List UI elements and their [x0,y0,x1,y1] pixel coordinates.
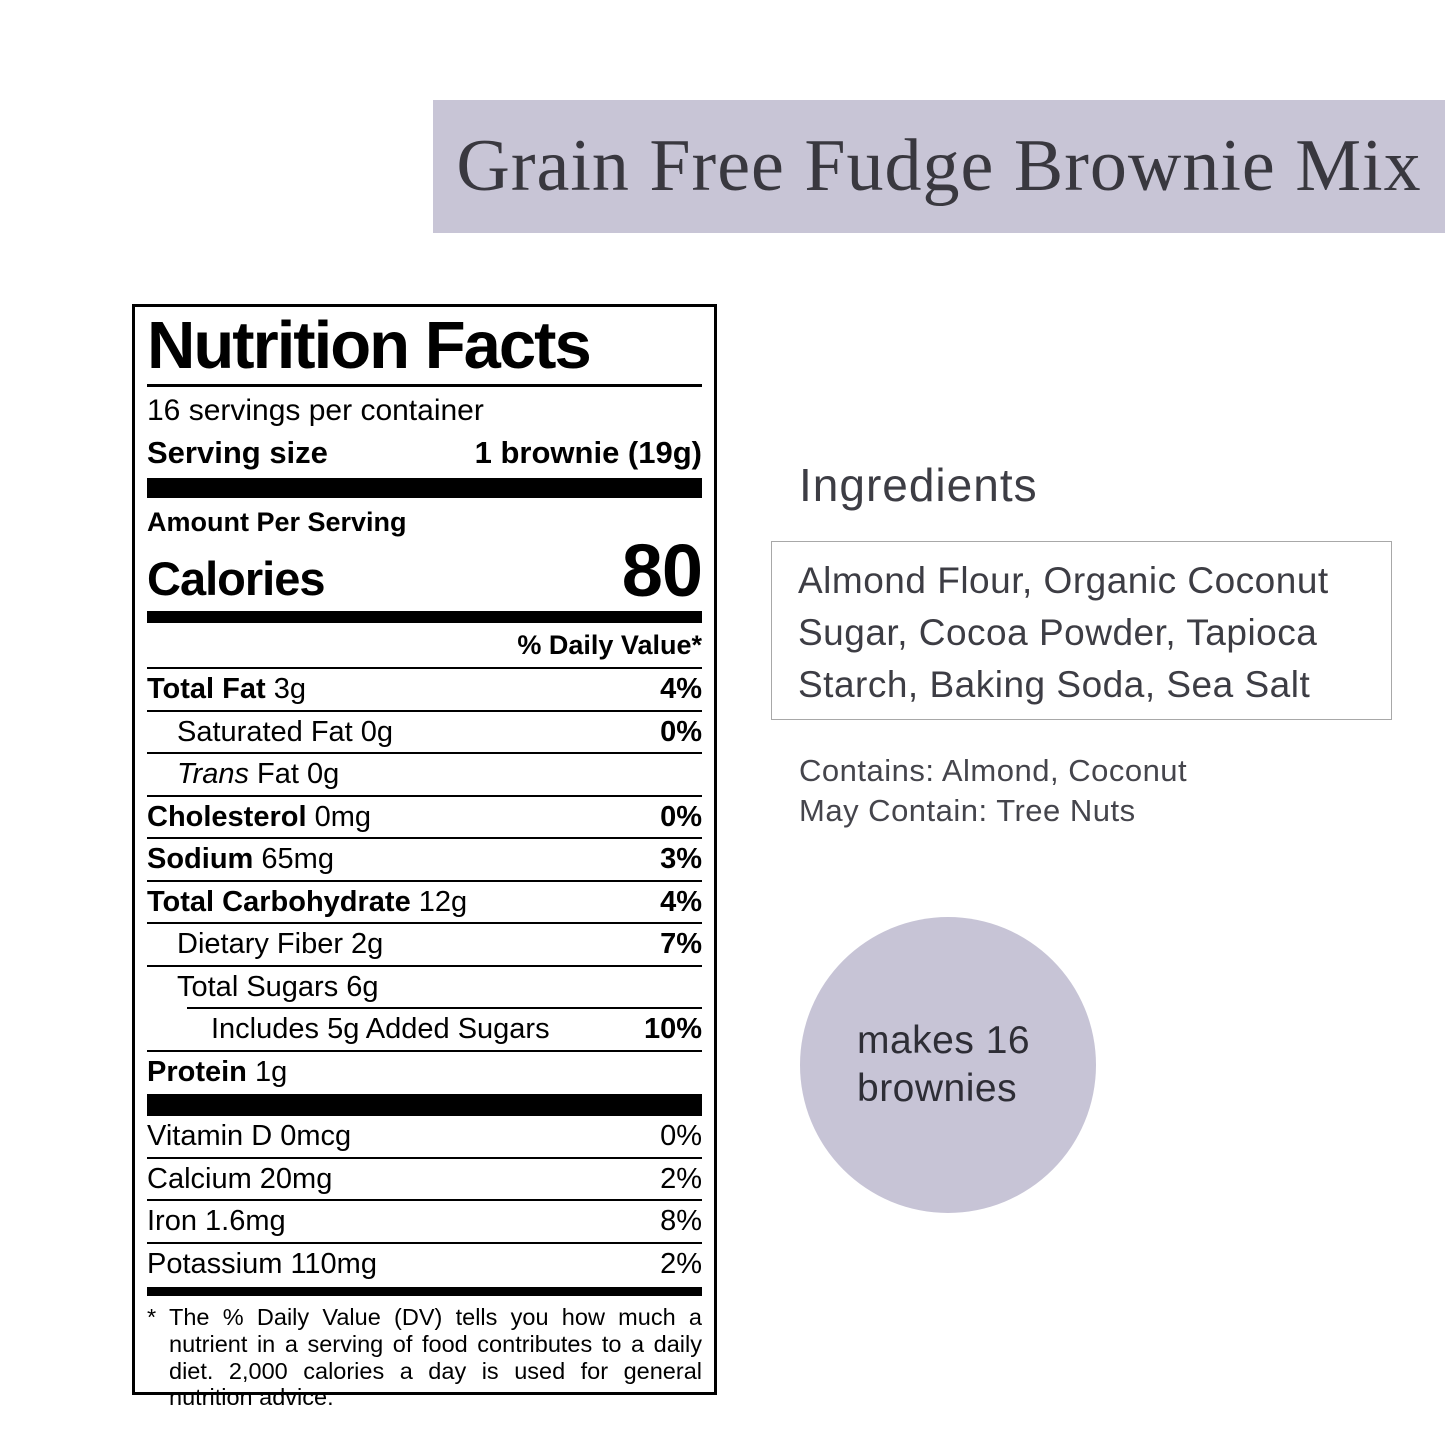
nutrient-amount: Iron 1.6mg [147,1205,286,1238]
contains-line: Contains: Almond, Coconut [799,753,1188,788]
nutrient-amount: Dietary Fiber 2g [177,928,384,961]
amount-per-serving-label: Amount Per Serving [147,507,407,538]
ingredients-heading: Ingredients [799,459,1038,511]
badge-line-1: makes 16 [857,1019,1031,1063]
calories-value: 80 [621,529,703,613]
nutrient-dv: 8% [660,1205,702,1238]
thick-bar [147,1094,702,1117]
indented-divider [187,1007,702,1010]
badge-line-2: brownies [857,1067,1018,1110]
daily-value-footnote: * The % Daily Value (DV) tells you how m… [147,1303,702,1411]
makes-badge: makes 16 brownies [800,917,1096,1213]
nutrient-name: Cholesterol [147,800,307,833]
may-contain-line: May Contain: Tree Nuts [799,793,1136,829]
nutrient-amount: Calcium 20mg [147,1162,333,1195]
nutrient-dv: 3% [660,843,702,876]
ingredients-box: Almond Flour, Organic Coconut Sugar, Coc… [771,541,1392,720]
thick-bar [147,478,702,499]
nutrient-dv: 2% [660,1247,702,1280]
nutrient-name: Protein [147,1055,247,1088]
calories-label: Calories [147,551,325,605]
nutrition-facts-label: Nutrition Facts 16 servings per containe… [132,304,717,1410]
nutrient-row-added-sugars: Includes 5g Added Sugars 10% [147,1009,702,1049]
nutrient-row-total-carbohydrate: Total Carbohydrate 12g 4% [147,879,702,922]
nutrient-name: Sodium [147,843,254,876]
vitamin-row-calcium: Calcium 20mg 2% [147,1156,702,1199]
nutrient-name: Total Carbohydrate [147,885,411,918]
nutrient-amount: Saturated Fat 0g [177,715,394,748]
servings-per-container: 16 servings per container [147,394,484,427]
calories-row: Calories 80 [147,529,703,613]
nutrient-dv: 4% [660,885,702,918]
divider [147,384,702,387]
nutrient-row-total-fat: Total Fat 3g 4% [147,667,702,709]
nutrient-amount: 65mg [253,843,334,876]
nutrient-amount: 0mg [306,800,372,833]
nutrient-amount: Includes 5g Added Sugars [211,1013,550,1046]
nutrient-dv: 4% [660,673,702,706]
nutrient-dv: 7% [660,928,702,961]
nutrition-facts-title: Nutrition Facts [147,308,592,383]
nutrient-amount: Potassium 110mg [147,1247,377,1280]
nutrient-amount: 12g [410,885,468,918]
nutrient-row-protein: Protein 1g [147,1049,702,1092]
nutrient-dv: 2% [660,1162,702,1195]
nutrient-name: Trans [177,758,249,791]
bottom-bar [147,1286,702,1296]
serving-size-row: Serving size 1 brownie (19g) [147,432,702,474]
nutrient-row-total-sugars: Total Sugars 6g [147,964,702,1007]
nutrient-dv: 0% [660,715,702,748]
serving-size-value: 1 brownie (19g) [474,434,702,470]
nutrient-amount: 3g [265,673,307,706]
allergen-info: Contains: Almond, Coconut May Contain: T… [799,751,1399,832]
serving-size-label: Serving size [147,434,328,470]
nutrient-dv: 10% [643,1013,702,1046]
nutrient-row-dietary-fiber: Dietary Fiber 2g 7% [147,922,702,964]
nutrient-amount: Total Sugars 6g [177,970,379,1003]
product-title-banner: Grain Free Fudge Brownie Mix [433,100,1445,233]
nutrient-dv: 0% [660,800,702,833]
nutrient-amount: Vitamin D 0mcg [147,1120,352,1153]
nutrient-amount: Fat 0g [248,758,340,791]
nutrient-row-saturated-fat: Saturated Fat 0g 0% [147,709,702,752]
nutrient-row-cholesterol: Cholesterol 0mg 0% [147,794,702,837]
ingredients-list: Almond Flour, Organic Coconut Sugar, Coc… [798,560,1329,705]
vitamin-row-iron: Iron 1.6mg 8% [147,1199,702,1241]
nutrient-amount: 1g [246,1055,288,1088]
vitamin-row-potassium: Potassium 110mg 2% [147,1241,702,1284]
medium-bar [147,611,702,624]
daily-value-header: % Daily Value* [517,630,702,661]
nutrient-row-sodium: Sodium 65mg 3% [147,837,702,879]
product-title: Grain Free Fudge Brownie Mix [456,125,1422,207]
nutrient-row-trans-fat: Trans Fat 0g [147,752,702,794]
nutrient-name: Total Fat [147,673,266,706]
vitamin-row-vitamin-d: Vitamin D 0mcg 0% [147,1116,702,1156]
nutrient-dv: 0% [660,1120,702,1153]
